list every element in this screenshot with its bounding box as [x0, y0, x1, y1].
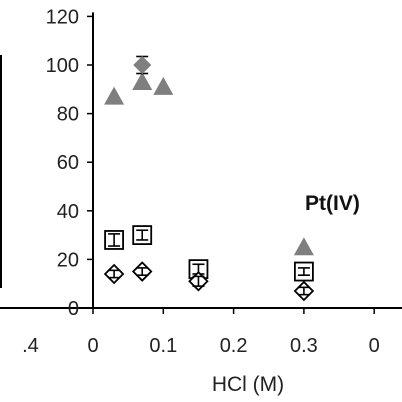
y-tick-label: 60	[57, 152, 79, 174]
x-tick-label: 0.2	[220, 335, 248, 357]
y-tick-label: 40	[57, 201, 79, 223]
ticks: 0 20 40 60 80 100 120 .4 0 0.1 0.2 0.3 0	[22, 6, 380, 357]
triangle-marker	[153, 76, 174, 95]
data-point	[104, 230, 124, 250]
data-point	[188, 270, 209, 292]
x-tick-label: 0	[369, 335, 380, 357]
x-tick-label: .4	[22, 335, 39, 357]
triangle-marker	[132, 72, 153, 91]
x-tick-label: 0	[87, 335, 98, 357]
data-point	[104, 86, 125, 105]
triangle-marker	[293, 237, 314, 256]
data-point	[133, 55, 152, 75]
data-point	[103, 263, 125, 285]
data-point	[293, 280, 315, 302]
x-tick-label: 0.3	[290, 335, 318, 357]
y-tick-label: 0	[68, 298, 79, 320]
data-point	[132, 225, 153, 246]
x-axis-title: HCl (M)	[212, 373, 284, 396]
y-tick-label: 20	[57, 249, 79, 271]
y-tick-label: 100	[46, 55, 79, 77]
annotation-label: Pt(IV)	[305, 192, 360, 215]
triangle-marker	[104, 86, 125, 105]
data-point	[293, 261, 314, 282]
data-marks	[103, 55, 315, 302]
data-point	[132, 72, 153, 91]
x-tick-label: 0.1	[149, 335, 177, 357]
data-point	[293, 237, 314, 256]
diamond-marker	[133, 56, 152, 74]
data-point	[153, 76, 174, 95]
y-tick-label: 120	[46, 6, 79, 28]
y-tick-label: 80	[57, 104, 79, 126]
data-point	[131, 261, 153, 282]
